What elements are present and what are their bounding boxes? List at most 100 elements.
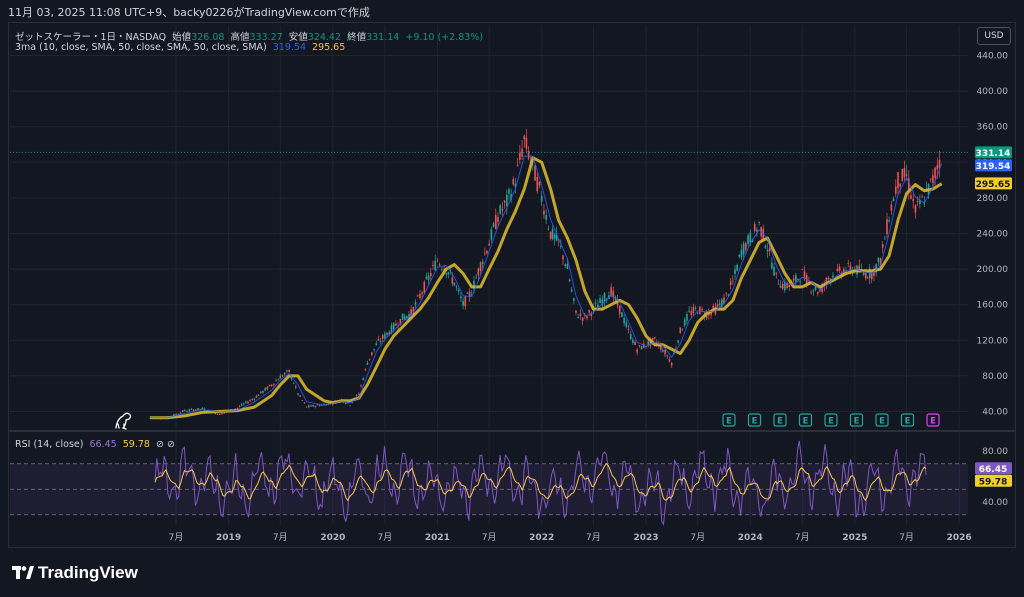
change-value: +9.10 (+2.83%) (405, 32, 484, 43)
candle-body (590, 312, 593, 316)
earnings-marker (875, 413, 889, 427)
candle-body (455, 286, 458, 288)
candle-body (632, 339, 634, 343)
candle-body (838, 266, 841, 271)
candle-body (503, 200, 506, 203)
candle-body (438, 264, 441, 266)
price-axis-tick: 80.00 (982, 372, 1008, 382)
candle-body (936, 165, 939, 170)
candle-body (551, 228, 554, 240)
candle-body (484, 252, 486, 254)
rsi-ma-tag: 59.78 (975, 474, 1012, 487)
candle-body (201, 407, 204, 409)
time-axis-tick: 7月 (377, 532, 392, 543)
candle-body (499, 205, 502, 214)
price-axis-tick: 120.00 (977, 336, 1009, 346)
candle-body (375, 343, 378, 346)
rsi-visibility-icons[interactable]: ⊘ ⊘ (155, 439, 175, 450)
time-axis-tick: 7月 (169, 532, 184, 543)
candle-body (618, 305, 621, 314)
candle-body (351, 402, 354, 404)
rsi-legend: RSI (14, close) 66.45 59.78 ⊘ ⊘ (15, 439, 175, 450)
candle-body (384, 333, 386, 339)
candle-body (586, 316, 588, 319)
candle-body (184, 409, 186, 411)
price-axis-tick: 200.00 (977, 265, 1009, 275)
candle-body (907, 178, 910, 191)
candle-body (884, 238, 886, 240)
time-axis-tick: 2024 (738, 533, 763, 543)
candle-body (540, 195, 543, 202)
earnings-marker-letter: E (905, 417, 911, 427)
candle-body (738, 254, 741, 257)
price-axis-tick: 360.00 (977, 123, 1009, 133)
candle-body (249, 400, 251, 401)
candle-body (601, 299, 604, 306)
candle-body (559, 245, 562, 247)
rsi-label: RSI (14, close) (15, 439, 84, 450)
candle-body (832, 275, 834, 278)
candle-body (501, 208, 504, 211)
candle-body (777, 283, 780, 285)
candle-body (412, 307, 415, 314)
candle-body (275, 380, 277, 382)
tradingview-mark-icon (12, 566, 34, 579)
candle-body (919, 200, 921, 205)
candle-body (640, 346, 643, 350)
time-axis-tick: 2025 (842, 533, 867, 543)
candle-body (240, 404, 243, 406)
candle-body (492, 223, 495, 227)
earnings-marker-letter: E (752, 417, 758, 427)
price-axis-tick: 400.00 (977, 87, 1009, 97)
candle-body (257, 394, 260, 396)
candle-body (488, 243, 490, 246)
candle-body (401, 313, 404, 320)
earnings-marker (722, 413, 736, 427)
candle-body (873, 269, 875, 276)
candle-body (264, 388, 266, 391)
candle-body (281, 375, 284, 377)
candle-body (486, 250, 488, 254)
candle-body (270, 384, 273, 386)
candle-body (577, 316, 580, 319)
candle-body (679, 327, 682, 334)
candle-body (734, 269, 736, 275)
candle-body (725, 292, 728, 294)
currency-button[interactable]: USD (977, 27, 1011, 45)
candle-body (186, 410, 188, 412)
time-axis-tick: 7月 (690, 532, 705, 543)
candle-body (497, 217, 499, 222)
high-value: 333.27 (249, 32, 283, 43)
candle-body (360, 385, 362, 387)
candle-body (416, 295, 419, 297)
candle-body (568, 279, 571, 282)
chart-title: 11月 03, 2025 11:08 UTC+9、backy0226がTradi… (8, 6, 370, 19)
ma-legend: 3ma (10, close, SMA, 50, close, SMA, 50,… (15, 42, 345, 53)
candle-body (314, 406, 317, 408)
candle-body (786, 283, 788, 288)
candle-body (510, 194, 512, 200)
candle-body (801, 269, 804, 270)
earnings-marker (900, 413, 915, 427)
candle-body (192, 409, 195, 411)
candle-body (255, 395, 258, 398)
candle-body (199, 408, 201, 410)
candle-body (553, 234, 556, 239)
tradingview-logo[interactable]: TradingView (12, 563, 138, 583)
candle-body (819, 289, 821, 292)
ma50-tag: 295.65 (975, 177, 1012, 190)
candle-body (429, 272, 432, 277)
candle-body (575, 310, 577, 313)
candle-body (849, 265, 852, 272)
candle-body (427, 275, 430, 280)
candle-body (660, 345, 662, 350)
candle-body (890, 204, 893, 211)
candle-body (881, 244, 884, 248)
candle-body (827, 278, 830, 280)
candle-body (473, 280, 475, 290)
earnings-marker (926, 413, 940, 427)
candle-body (477, 268, 480, 276)
candle-body (527, 150, 530, 159)
candle-body (490, 229, 493, 240)
